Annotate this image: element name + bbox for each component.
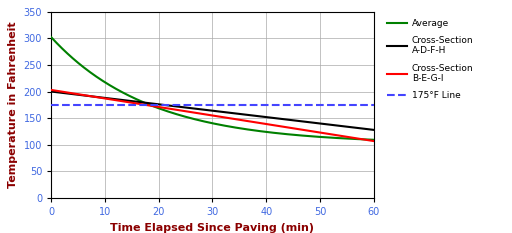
X-axis label: Time Elapsed Since Paving (min): Time Elapsed Since Paving (min)	[111, 223, 314, 233]
Legend: Average, Cross-Section
A-D-F-H, Cross-Section
B-E-G-I, 175°F Line: Average, Cross-Section A-D-F-H, Cross-Se…	[385, 16, 476, 103]
Y-axis label: Temperature in Fahrenheit: Temperature in Fahrenheit	[8, 21, 18, 188]
